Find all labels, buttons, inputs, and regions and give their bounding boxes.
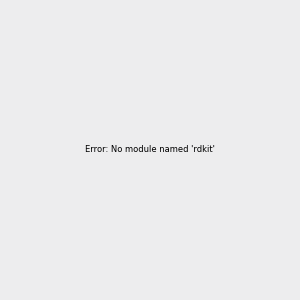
Text: Error: No module named 'rdkit': Error: No module named 'rdkit': [85, 146, 215, 154]
